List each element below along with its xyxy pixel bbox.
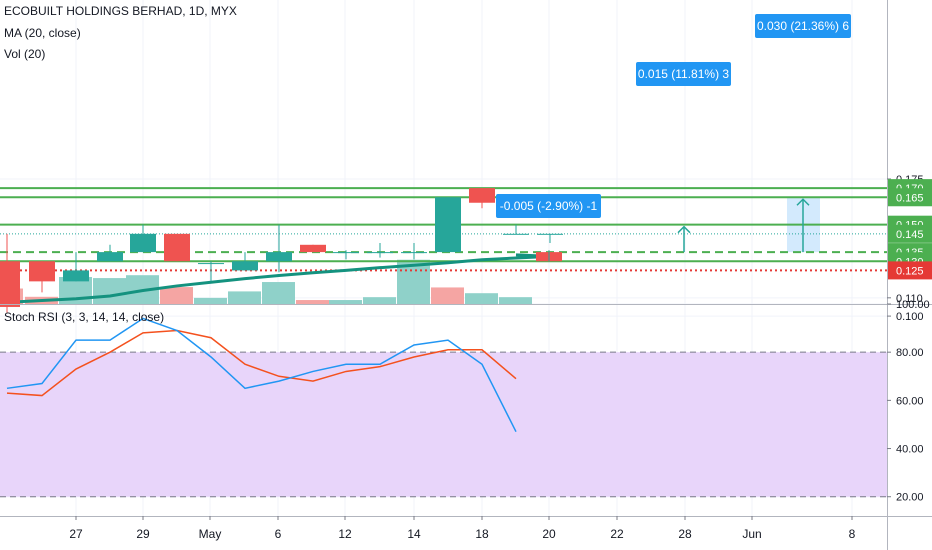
stoch-rsi-legend[interactable]: Stoch RSI (3, 3, 14, 14, close) xyxy=(4,310,165,324)
time-tick-label-10: Jun xyxy=(742,527,761,541)
candle-body-12 xyxy=(401,252,427,254)
price-tick-label-1: 0.110 xyxy=(896,293,923,305)
stoch-rsi-band xyxy=(0,351,887,498)
time-tick-label-3: 6 xyxy=(275,527,282,541)
time-tick-label-6: 18 xyxy=(475,527,489,541)
candle-body-0 xyxy=(0,261,20,307)
moving-average xyxy=(6,253,551,304)
measure-2-label[interactable]: 0.015 (11.81%) 3 xyxy=(638,67,729,81)
time-tick-label-9: 28 xyxy=(678,527,692,541)
volume-bar-14 xyxy=(465,293,498,304)
stoch-tick-label-2: 60.00 xyxy=(896,395,924,407)
volume-bar-13 xyxy=(431,287,464,304)
price-axis-labels: 0.1000.1100.1750.1700.1650.1500.1450.135… xyxy=(887,174,932,504)
price-label-bg-3 xyxy=(888,224,932,243)
stoch-tick-label-1: 40.00 xyxy=(896,444,924,456)
stoch-rsi-lines xyxy=(6,317,517,433)
measure-3-bg[interactable] xyxy=(496,194,601,218)
volume-bar-5 xyxy=(160,287,193,304)
volume-bar-15 xyxy=(499,297,532,304)
time-axis-labels: 27 29 May 6 12 14 18 20 22 28 Jun 8 xyxy=(69,516,856,541)
time-tick-label-11: 8 xyxy=(849,527,856,541)
candle-body-4 xyxy=(130,233,156,253)
candle-body-16 xyxy=(537,233,563,235)
time-tick-label-2: May xyxy=(199,527,222,541)
measure-1-label[interactable]: 0.030 (21.36%) 6 xyxy=(757,19,849,33)
candle-body-14 xyxy=(469,188,495,203)
volume-bar-11 xyxy=(363,297,396,304)
candle-body-8 xyxy=(266,252,292,262)
time-tick-label-0: 27 xyxy=(69,527,83,541)
time-tick-label-8: 22 xyxy=(610,527,624,541)
price-label-1: 0.165 xyxy=(896,192,924,204)
volume-bar-6 xyxy=(194,297,227,304)
stoch-k-line xyxy=(6,317,517,433)
time-tick-label-7: 20 xyxy=(542,527,556,541)
measure-3-label[interactable]: -0.005 (-2.90%) -1 xyxy=(500,199,598,213)
measure-2-arrowhead xyxy=(677,225,691,234)
ma-line xyxy=(6,253,551,304)
time-tick-label-4: 12 xyxy=(338,527,352,541)
stoch-tick-label-3: 80.00 xyxy=(896,347,924,359)
measure-2-bg[interactable] xyxy=(636,62,731,86)
volume-bar-10 xyxy=(329,300,362,304)
candle-body-6 xyxy=(198,263,224,265)
price-label-bg-1 xyxy=(888,188,932,207)
volume-bar-8 xyxy=(262,282,295,304)
time-tick-label-5: 14 xyxy=(407,527,421,541)
candle-body-1 xyxy=(29,261,55,282)
candle-body-5 xyxy=(164,233,190,262)
stoch-tick-label-4: 100.00 xyxy=(896,299,930,311)
candle-body-2 xyxy=(63,270,89,282)
measurements[interactable]: 0.030 (21.36%) 6 0.015 (11.81%) 3 -0.005 (… xyxy=(496,14,851,262)
measure-1-bg[interactable] xyxy=(755,14,851,38)
stoch-tick-label-0: 20.00 xyxy=(896,492,924,504)
price-tick-label-0: 0.100 xyxy=(896,311,924,323)
price-label-bg-6 xyxy=(888,261,932,280)
stoch-d-line xyxy=(6,329,517,397)
volume-bar-9 xyxy=(296,300,329,304)
candle-body-15 xyxy=(503,233,529,235)
candle-body-9 xyxy=(300,244,326,253)
candle-body-10 xyxy=(333,252,359,254)
candle-body-7 xyxy=(232,261,258,271)
candle-body-11 xyxy=(367,252,393,254)
time-tick-label-1: 29 xyxy=(136,527,150,541)
stoch-band-fill xyxy=(0,352,887,497)
volume-bar-3 xyxy=(93,278,126,304)
price-label-6: 0.125 xyxy=(896,265,924,277)
ma-legend[interactable]: MA (20, close) xyxy=(4,26,81,40)
measure-box-arrowhead xyxy=(796,198,810,206)
price-label-3: 0.145 xyxy=(896,229,924,241)
candle-body-3 xyxy=(97,252,123,262)
chart-title: ECOBUILT HOLDINGS BERHAD, 1D, MYX xyxy=(4,4,237,18)
volume-bar-7 xyxy=(228,291,261,304)
volume-legend[interactable]: Vol (20) xyxy=(4,47,46,61)
candle-body-13 xyxy=(435,197,461,253)
